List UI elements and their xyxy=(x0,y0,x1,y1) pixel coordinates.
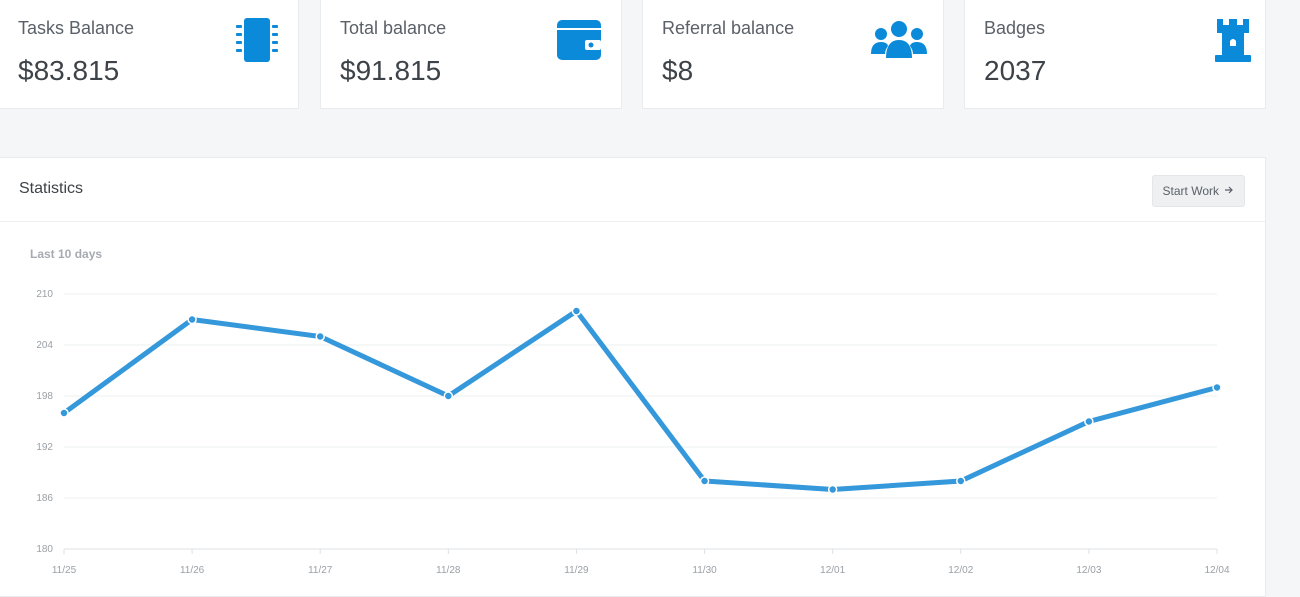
data-point xyxy=(59,408,69,418)
users-icon xyxy=(869,16,929,64)
start-work-label: Start Work xyxy=(1162,184,1219,198)
data-point xyxy=(1084,416,1094,427)
data-point xyxy=(699,476,710,486)
card-label: Badges xyxy=(984,18,1046,38)
arrow-right-icon xyxy=(1224,176,1234,206)
x-tick-label: 11/27 xyxy=(308,565,333,576)
panel-title: Statistics xyxy=(19,180,84,197)
card-value: $8 xyxy=(662,55,694,86)
x-tick-label: 11/28 xyxy=(436,565,461,576)
x-tick-label: 12/02 xyxy=(948,565,973,576)
wallet-icon xyxy=(555,16,603,64)
card-label: Total balance xyxy=(340,18,447,38)
y-tick-label: 192 xyxy=(36,442,53,453)
y-tick-label: 204 xyxy=(36,340,53,351)
data-point xyxy=(187,314,197,325)
data-point xyxy=(827,484,838,495)
referral-balance-card: Referral balance $8 xyxy=(642,0,944,109)
panel-header: Statistics Start Work xyxy=(0,158,1265,222)
x-tick-label: 11/25 xyxy=(52,565,77,576)
start-work-button[interactable]: Start Work xyxy=(1151,175,1245,207)
data-point xyxy=(1212,382,1222,393)
rook-icon xyxy=(1209,16,1257,64)
x-tick-label: 12/04 xyxy=(1204,565,1229,576)
badges-card: Badges 2037 xyxy=(964,0,1266,109)
data-point xyxy=(956,476,966,486)
card-value: $91.815 xyxy=(340,55,442,86)
x-tick-label: 12/01 xyxy=(820,565,845,576)
chip-icon xyxy=(232,16,280,64)
total-balance-card: Total balance $91.815 xyxy=(320,0,622,109)
x-tick-label: 12/03 xyxy=(1076,565,1101,576)
data-point xyxy=(315,331,325,342)
y-tick-label: 198 xyxy=(36,391,53,402)
x-tick-label: 11/29 xyxy=(564,565,589,576)
card-value: 2037 xyxy=(984,55,1047,86)
data-point xyxy=(571,306,582,316)
y-tick-label: 186 xyxy=(36,493,53,504)
y-tick-label: 210 xyxy=(36,289,53,300)
chart-subtitle: Last 10 days xyxy=(30,247,103,261)
card-value: $83.815 xyxy=(18,55,120,86)
x-tick-label: 11/26 xyxy=(180,565,205,576)
card-label: Tasks Balance xyxy=(18,18,135,38)
y-tick-label: 180 xyxy=(36,544,53,555)
series-line xyxy=(62,307,1218,493)
data-point xyxy=(443,391,454,401)
x-tick-label: 11/30 xyxy=(692,565,717,576)
card-label: Referral balance xyxy=(662,18,795,38)
tasks-balance-card: Tasks Balance $83.815 xyxy=(0,0,299,109)
